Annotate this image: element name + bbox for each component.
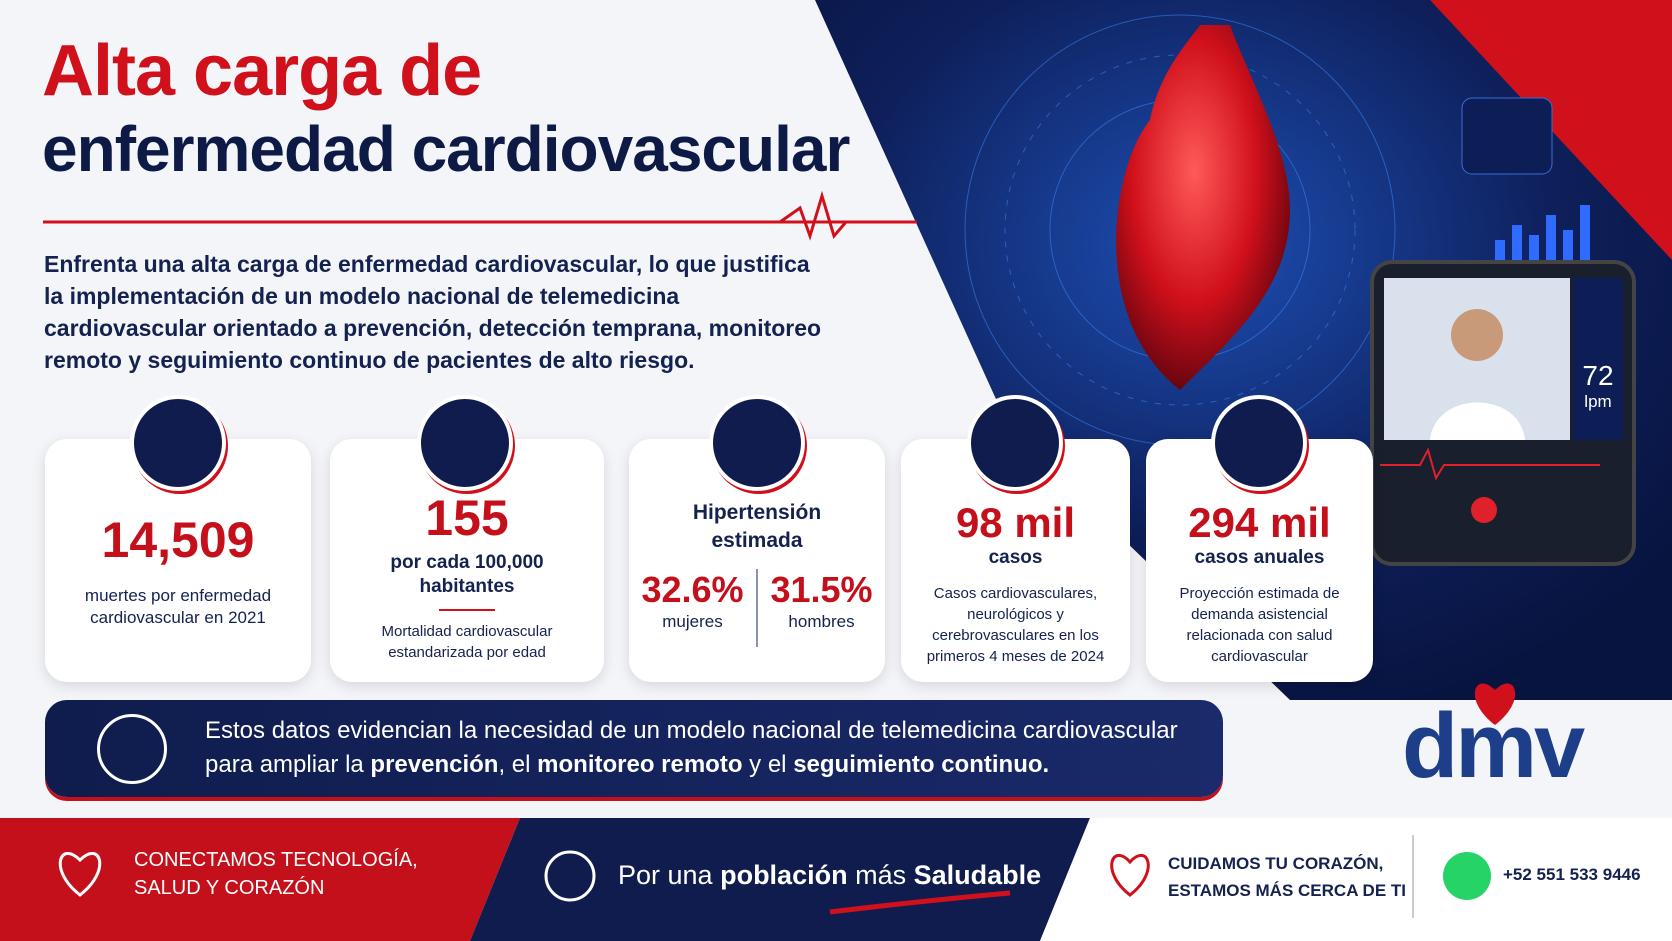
split-item: 32.6% mujeres (629, 569, 756, 647)
heart-illustration (1116, 25, 1290, 390)
footer-right: CUIDAMOS TU CORAZÓN, ESTAMOS MÁS CERCA DE… (1168, 850, 1406, 904)
footer-right-bg (1040, 818, 1672, 941)
hangup-button (1471, 497, 1497, 523)
stat-value: 14,509 (101, 512, 255, 568)
split: 32.6% mujeres 31.5% hombres (629, 569, 885, 647)
pulse-line (779, 190, 848, 241)
rule (439, 609, 495, 611)
text: Por una (618, 860, 721, 890)
footer-left: CONECTAMOS TECNOLOGÍA, SALUD Y CORAZÓN (134, 846, 418, 902)
bar-widget (1495, 205, 1590, 268)
text: , el (498, 751, 538, 778)
stat-card: 294 mil casos anuales Proyección estimad… (1146, 439, 1373, 682)
stat-value: 32.6% (641, 569, 744, 610)
doctor-coat (1430, 402, 1525, 440)
text: CONECTAMOS TECNOLOGÍA, (134, 849, 418, 871)
stat-label: Proyección estimada de demanda asistenci… (1179, 585, 1340, 665)
doctor (1451, 309, 1503, 361)
logo: dmv (1402, 695, 1585, 797)
summary-banner: Estos datos evidencian la necesidad de u… (45, 700, 1223, 797)
footer-heart-icon-2 (1110, 854, 1150, 897)
title-line-2: enfermedad cardiovascular (42, 113, 850, 185)
emphasis: prevención (370, 751, 499, 778)
icon-people (417, 395, 513, 491)
emphasis: población (720, 860, 848, 890)
stat-label: mujeres (662, 612, 723, 631)
emphasis: seguimiento continuo. (793, 751, 1050, 778)
swoosh (829, 890, 1011, 915)
whatsapp-icon (1443, 852, 1491, 900)
stat-label: muertes por enfermedad cardiovascular en… (84, 586, 272, 627)
banner-line-2: para ampliar la prevención, el monitoreo… (205, 748, 1223, 782)
phone[interactable]: +52 551 533 9446 (1503, 865, 1641, 884)
footer-heart-icon (58, 852, 102, 897)
text: y el (742, 751, 794, 778)
title-line-1: Alta carga de (42, 31, 482, 111)
split-rule (756, 569, 758, 647)
text: para ampliar la (205, 751, 371, 778)
icon-monitor (709, 395, 805, 491)
bpm-unit: lpm (1584, 392, 1612, 411)
icon-clipboard (967, 395, 1063, 491)
text: SALUD Y CORAZÓN (134, 877, 325, 899)
stat-label: Casos cardiovasculares, neurológicos y c… (926, 585, 1105, 665)
stat-title: Hipertensión estimada (692, 501, 822, 552)
text: ESTAMOS MÁS CERCA DE TI (1168, 881, 1407, 900)
emphasis: Saludable (913, 860, 1042, 890)
banner-icon (97, 714, 167, 784)
stat-value: 155 (425, 490, 509, 546)
footer-middle: Por una población más Saludable (618, 860, 1041, 891)
stat-value: 31.5% (770, 569, 873, 610)
stat-label: hombres (788, 612, 855, 631)
intro-text: Enfrenta una alta carga de enfermedad ca… (44, 251, 822, 373)
stat-sub: casos anuales (1194, 547, 1325, 568)
ecg (1380, 447, 1600, 481)
icon-growth (1211, 395, 1307, 491)
footer-mid-bg (470, 818, 1090, 941)
stat-value: 294 mil (1188, 499, 1331, 546)
stat-sub: casos (988, 547, 1043, 568)
emphasis: monitoreo remoto (537, 751, 743, 778)
split-item: 31.5% hombres (758, 569, 885, 647)
vitals-panel (1573, 278, 1623, 440)
logo-heart (1474, 683, 1516, 725)
icon-heart (130, 395, 226, 491)
bpm-value: 72 (1582, 360, 1614, 391)
stat-label: Mortalidad cardiovascular estandarizada … (381, 623, 553, 661)
globe-icon (544, 850, 596, 902)
text: más (847, 860, 914, 890)
heart-widget (1461, 97, 1553, 175)
banner-line-1: Estos datos evidencian la necesidad de u… (205, 717, 1178, 744)
stat-value: 98 mil (955, 499, 1076, 546)
text: CUIDAMOS TU CORAZÓN, (1168, 854, 1384, 873)
stat-sub: por cada 100,000 habitantes (390, 552, 544, 597)
footer-left-bg (0, 818, 520, 941)
